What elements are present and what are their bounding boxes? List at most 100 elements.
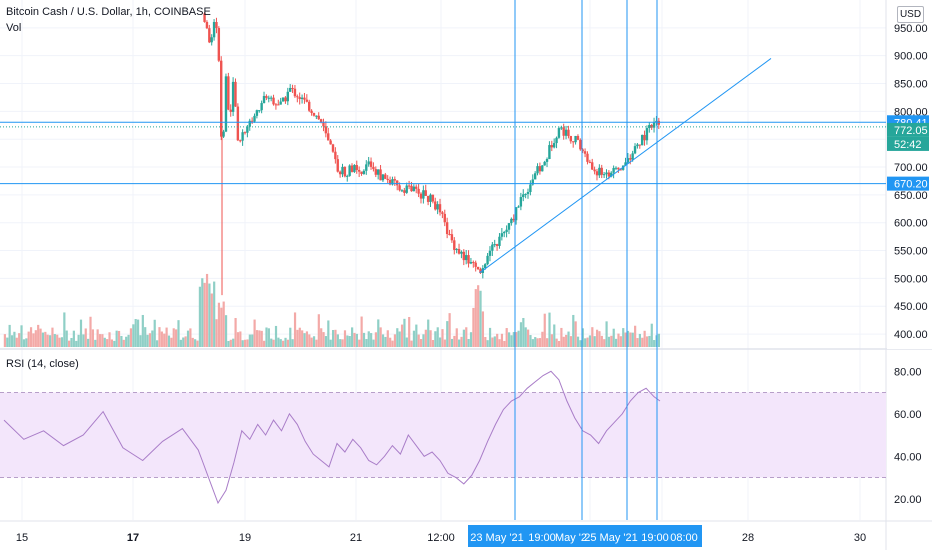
volume-bar — [110, 339, 114, 347]
volume-bar — [386, 330, 389, 347]
volume-bar — [151, 330, 154, 347]
volume-bar — [341, 339, 344, 347]
volume-bar — [336, 334, 339, 347]
candle-body — [479, 269, 482, 273]
candle-body — [331, 144, 335, 152]
rsi-series-line — [3, 370, 661, 505]
candle-body — [545, 158, 549, 162]
candle-body — [281, 97, 285, 102]
time-tick-label: 19 — [239, 532, 251, 544]
candle-body — [300, 97, 304, 100]
price-tick-label: 500.00 — [894, 273, 928, 285]
volume-bar — [117, 330, 121, 347]
volume-bar — [507, 332, 511, 347]
volume-bar — [629, 332, 632, 347]
volume-bar — [298, 327, 301, 347]
volume-bar — [103, 337, 106, 347]
candle-body — [243, 132, 247, 134]
candle-body — [464, 255, 468, 261]
volume-bar — [522, 317, 525, 347]
candle-body — [381, 174, 385, 181]
candle-body — [327, 133, 330, 141]
price-badge-bg — [887, 176, 929, 191]
volume-bar — [75, 340, 78, 347]
candle-body — [336, 159, 339, 172]
volume-bar — [455, 328, 458, 347]
candle-body — [629, 158, 632, 160]
price-axis[interactable]: 950.00900.00850.00800.00700.00650.00600.… — [887, 0, 932, 349]
candle-body — [505, 229, 508, 232]
candle-body — [476, 266, 480, 270]
candle-body — [379, 169, 382, 181]
volume-bar — [474, 289, 477, 347]
candle-body — [626, 158, 630, 163]
volume-bar — [460, 336, 463, 347]
candle-body — [543, 161, 546, 166]
volume-bar — [253, 319, 256, 347]
candle-body — [648, 125, 651, 129]
rsi-axis[interactable]: 80.00 60.00 40.00 20.00 — [894, 366, 922, 506]
candle-body — [593, 169, 596, 172]
volume-bar — [15, 337, 18, 347]
candle-body — [217, 28, 221, 61]
rsi-tick-label: 20.00 — [894, 494, 922, 506]
candle-body — [369, 161, 373, 167]
candle-body — [564, 129, 568, 136]
volume-bar — [458, 339, 461, 347]
volume-bar — [272, 339, 275, 347]
volume-bar — [329, 339, 332, 347]
candle-body — [391, 179, 394, 185]
candle-body — [436, 204, 439, 210]
volume-bar — [541, 331, 544, 347]
candle-body — [357, 169, 361, 172]
volume-bar — [643, 330, 646, 347]
volume-bar — [3, 334, 6, 347]
candle-body — [462, 251, 465, 261]
volume-bar — [136, 319, 140, 347]
volume-bar — [565, 334, 568, 347]
volume-bar — [515, 332, 518, 347]
candle-body — [231, 81, 235, 112]
volume-bar — [122, 339, 125, 347]
candle-body — [291, 87, 294, 89]
volume-bar — [486, 340, 489, 347]
candle-body — [498, 236, 501, 246]
volume-bar — [229, 339, 232, 347]
candle-body — [236, 106, 240, 141]
candle-body — [396, 180, 399, 186]
candle-body — [560, 127, 563, 129]
candle-body — [367, 161, 370, 165]
volume-bar — [163, 333, 166, 347]
trendline[interactable] — [479, 58, 772, 274]
volume-bar — [282, 340, 285, 347]
time-range-highlight[interactable] — [468, 525, 702, 547]
candle-body — [524, 193, 527, 195]
candle-body — [529, 184, 532, 192]
volume-bar — [165, 327, 168, 347]
candle-body — [248, 120, 251, 127]
currency-badge[interactable]: USD — [897, 6, 924, 23]
volume-bar — [51, 327, 54, 347]
candle-body — [536, 166, 539, 174]
candle-body — [212, 21, 216, 38]
volume-bar — [60, 337, 64, 347]
time-tick-label: 21 — [350, 532, 362, 544]
volume-bar — [58, 337, 61, 347]
volume-bar — [529, 335, 532, 347]
volume-bar — [120, 335, 123, 347]
volume-bar — [612, 328, 615, 347]
volume-bar — [358, 339, 361, 347]
volume-bar — [496, 333, 499, 347]
volume-bar — [374, 332, 377, 347]
volume-bar — [308, 334, 311, 347]
volume-bar — [638, 333, 641, 347]
volume-bar — [398, 331, 401, 347]
candle-body — [638, 144, 641, 146]
volume-bar — [448, 313, 451, 347]
volume-bar — [477, 285, 480, 347]
volume-bar — [462, 329, 465, 347]
price-tick-label: 550.00 — [894, 246, 928, 258]
volume-bar — [439, 337, 442, 347]
